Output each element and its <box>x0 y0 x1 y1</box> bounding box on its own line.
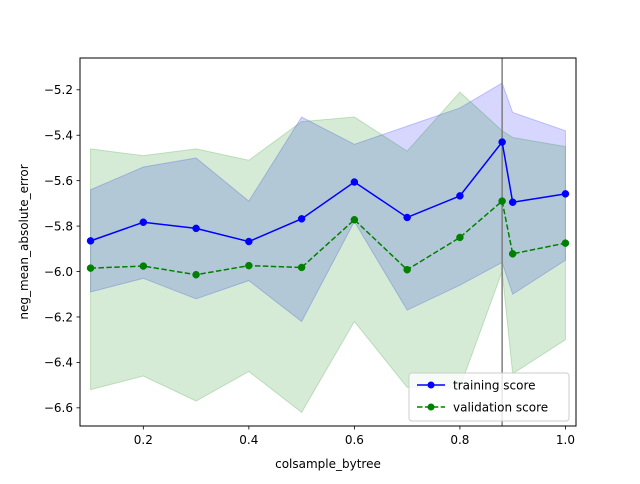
training-score-point <box>508 198 517 206</box>
confidence-bands <box>90 82 566 414</box>
training-score-point <box>245 237 253 246</box>
y-tick-label: −5.6 <box>44 174 73 188</box>
validation-score-line <box>90 199 566 276</box>
training-score-point <box>403 213 411 222</box>
legend-validation-score-marker <box>427 403 435 411</box>
training-score-band <box>90 82 566 323</box>
validation-score-point <box>456 233 464 242</box>
training-score-point <box>86 237 95 245</box>
validation-score-point <box>498 197 506 205</box>
y-tick-label: −6.6 <box>44 401 73 415</box>
y-tick-label: −6.4 <box>44 356 73 370</box>
validation-score-point <box>508 250 517 258</box>
legend-training-score-label: training score <box>453 378 536 392</box>
legend-training-score-marker <box>427 381 435 389</box>
training-score-point <box>192 224 200 233</box>
training-score-point <box>297 215 306 223</box>
series-markers <box>86 138 570 279</box>
x-tick-label: 0.8 <box>450 433 469 447</box>
x-tick-label: 0.2 <box>134 433 153 447</box>
training-score-point <box>139 218 148 226</box>
y-tick-label: −6.0 <box>44 265 73 279</box>
validation-score-point <box>297 263 306 272</box>
y-tick-label: −5.4 <box>44 129 73 143</box>
legend: training score validation score <box>408 372 570 422</box>
validation-score-point <box>561 239 570 247</box>
x-axis-ticks: 0.2 0.4 0.6 0.8 1.0 <box>134 426 575 447</box>
validation-score-point <box>192 270 200 279</box>
x-tick-label: 1.0 <box>556 433 575 447</box>
training-score-point <box>561 190 570 198</box>
y-tick-label: −6.2 <box>44 310 73 324</box>
training-score-point <box>350 178 359 186</box>
y-tick-label: −5.8 <box>44 219 73 233</box>
x-tick-label: 0.4 <box>239 433 258 447</box>
legend-box <box>408 372 570 422</box>
validation-score-point <box>86 264 95 272</box>
legend-validation-score-label: validation score <box>453 400 548 414</box>
training-score-point <box>456 192 464 200</box>
y-tick-label: −5.2 <box>44 83 73 97</box>
validation-score-point <box>350 215 359 224</box>
plot-frame <box>79 57 577 427</box>
validation-score-point <box>403 265 411 274</box>
validation-score-band <box>90 91 566 414</box>
y-axis-ticks: −6.6 −6.4 −6.2 −6.0 −5.8 −5.6 −5.4 −5.2 <box>44 83 80 415</box>
validation-score-point <box>139 262 148 270</box>
training-score-point <box>498 138 506 146</box>
y-axis-label: neg_mean_absolute_error <box>17 164 31 319</box>
x-tick-label: 0.6 <box>345 433 364 447</box>
x-axis-label: colsample_bytree <box>275 457 381 471</box>
validation-score-point <box>245 261 253 270</box>
